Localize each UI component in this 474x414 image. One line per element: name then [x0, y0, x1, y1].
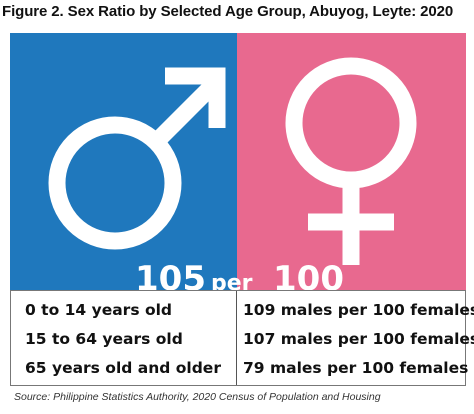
ratio-value: 109 males per 100 females [243, 301, 474, 319]
sex-ratio-table: 0 to 14 years old 109 males per 100 fema… [10, 290, 474, 386]
source-note: Source: Philippine Statistics Authority,… [14, 391, 381, 403]
figure-title: Figure 2. Sex Ratio by Selected Age Grou… [2, 3, 454, 20]
sex-ratio-panel: 105 per 100 [10, 33, 466, 296]
ratio-value: 79 males per 100 females [243, 359, 469, 377]
column-divider [236, 291, 237, 385]
ratio-value: 107 males per 100 females [243, 330, 474, 348]
mars-icon [48, 67, 226, 250]
age-group-label: 65 years old and older [25, 359, 221, 377]
venus-icon [285, 57, 417, 265]
age-group-label: 15 to 64 years old [25, 330, 183, 348]
gender-symbols [48, 57, 417, 265]
age-group-label: 0 to 14 years old [25, 301, 173, 319]
ratio-separator: per [211, 271, 253, 296]
